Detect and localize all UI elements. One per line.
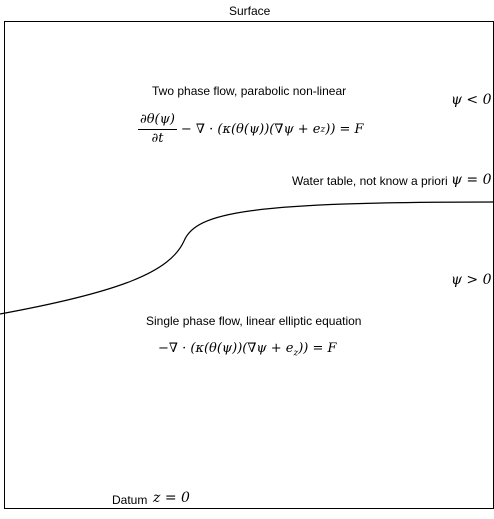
surface-label: Surface (229, 4, 271, 18)
equation-lower-sub: z (293, 348, 299, 359)
elliptic-equation-lower: −∇ · (κ(θ(ψ))(∇ψ + ez)) = F (158, 341, 337, 359)
lower-region-title: Single phase flow, linear elliptic equat… (146, 314, 362, 328)
equation-upper-end: )) = F (325, 122, 364, 137)
datum-condition: z = 0 (153, 490, 190, 506)
water-table-curve (0, 201, 494, 315)
equation-lower-end: )) = F (298, 341, 337, 356)
time-derivative-fraction: ∂θ(ψ) ∂t (138, 112, 177, 147)
upper-region-title: Two phase flow, parabolic non-linear (152, 84, 347, 98)
psi-negative-condition: ψ < 0 (451, 92, 492, 108)
equation-upper-sub: z (320, 124, 326, 135)
richards-equation-upper: ∂θ(ψ) ∂t − ∇ · (κ(θ(ψ))(∇ψ + e z)) = F (138, 112, 364, 147)
fraction-numerator: ∂θ(ψ) (138, 112, 177, 130)
fraction-denominator: ∂t (151, 131, 164, 146)
water-table-label: Water table, not know a priori (292, 174, 448, 188)
equation-lower-main: −∇ · (κ(θ(ψ))(∇ψ + e (158, 341, 294, 356)
equation-upper-rest: − ∇ · (κ(θ(ψ))(∇ψ + e (180, 122, 321, 137)
psi-positive-condition: ψ > 0 (451, 272, 492, 288)
datum-label: Datum (112, 493, 148, 507)
psi-zero-condition: ψ = 0 (451, 172, 492, 188)
